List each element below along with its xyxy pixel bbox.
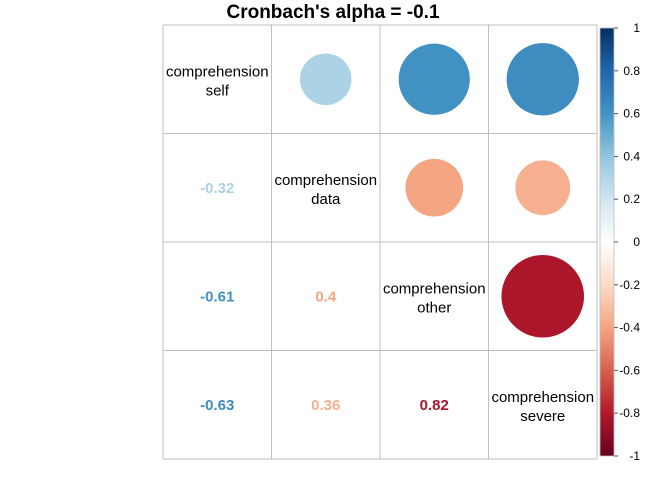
correlation-circle	[506, 43, 579, 116]
chart-title: Cronbach's alpha = -0.1	[226, 2, 439, 23]
correlation-value: -0.61	[200, 288, 234, 305]
matrix-cells: comprehension self comprehension data compre…	[162, 24, 598, 460]
colorbar-tick-label: 0	[633, 235, 640, 249]
colorbar-tick-label: 0.8	[623, 64, 640, 78]
colorbar-tick-label: -0.8	[619, 406, 640, 420]
colorbar-tick-label: 1	[633, 21, 640, 35]
colorbar-gradient	[599, 27, 615, 457]
variable-label: comprehension other	[383, 280, 486, 316]
correlation-value: 0.82	[420, 397, 449, 414]
correlation-circle	[405, 158, 464, 217]
variable-label: comprehension data	[274, 172, 377, 208]
correlation-circle	[515, 160, 571, 216]
colorbar-tick-label: -0.4	[619, 321, 640, 335]
variable-label: comprehension severe	[491, 389, 594, 425]
colorbar-tick-label: -0.2	[619, 278, 640, 292]
correlation-value: 0.36	[311, 397, 340, 414]
correlation-value: -0.63	[200, 397, 234, 414]
colorbar-tick-label: 0.4	[623, 149, 640, 163]
colorbar-tick-label: 0.6	[623, 107, 640, 121]
colorbar: 1 0.8 0.6 0.4 0.2 0 -0.2 -0.4 -0.6 -0.8 -1	[599, 21, 640, 463]
correlation-circle	[398, 43, 470, 115]
variable-label: comprehension self	[166, 63, 269, 99]
correlation-value: -0.32	[200, 180, 234, 197]
correlation-value: 0.4	[315, 288, 337, 305]
correlation-circle	[501, 254, 585, 338]
colorbar-tick-label: -0.6	[619, 363, 640, 377]
correlation-circle	[299, 53, 352, 106]
colorbar-tick-label: -1	[629, 449, 640, 463]
colorbar-tick-label: 0.2	[623, 192, 640, 206]
